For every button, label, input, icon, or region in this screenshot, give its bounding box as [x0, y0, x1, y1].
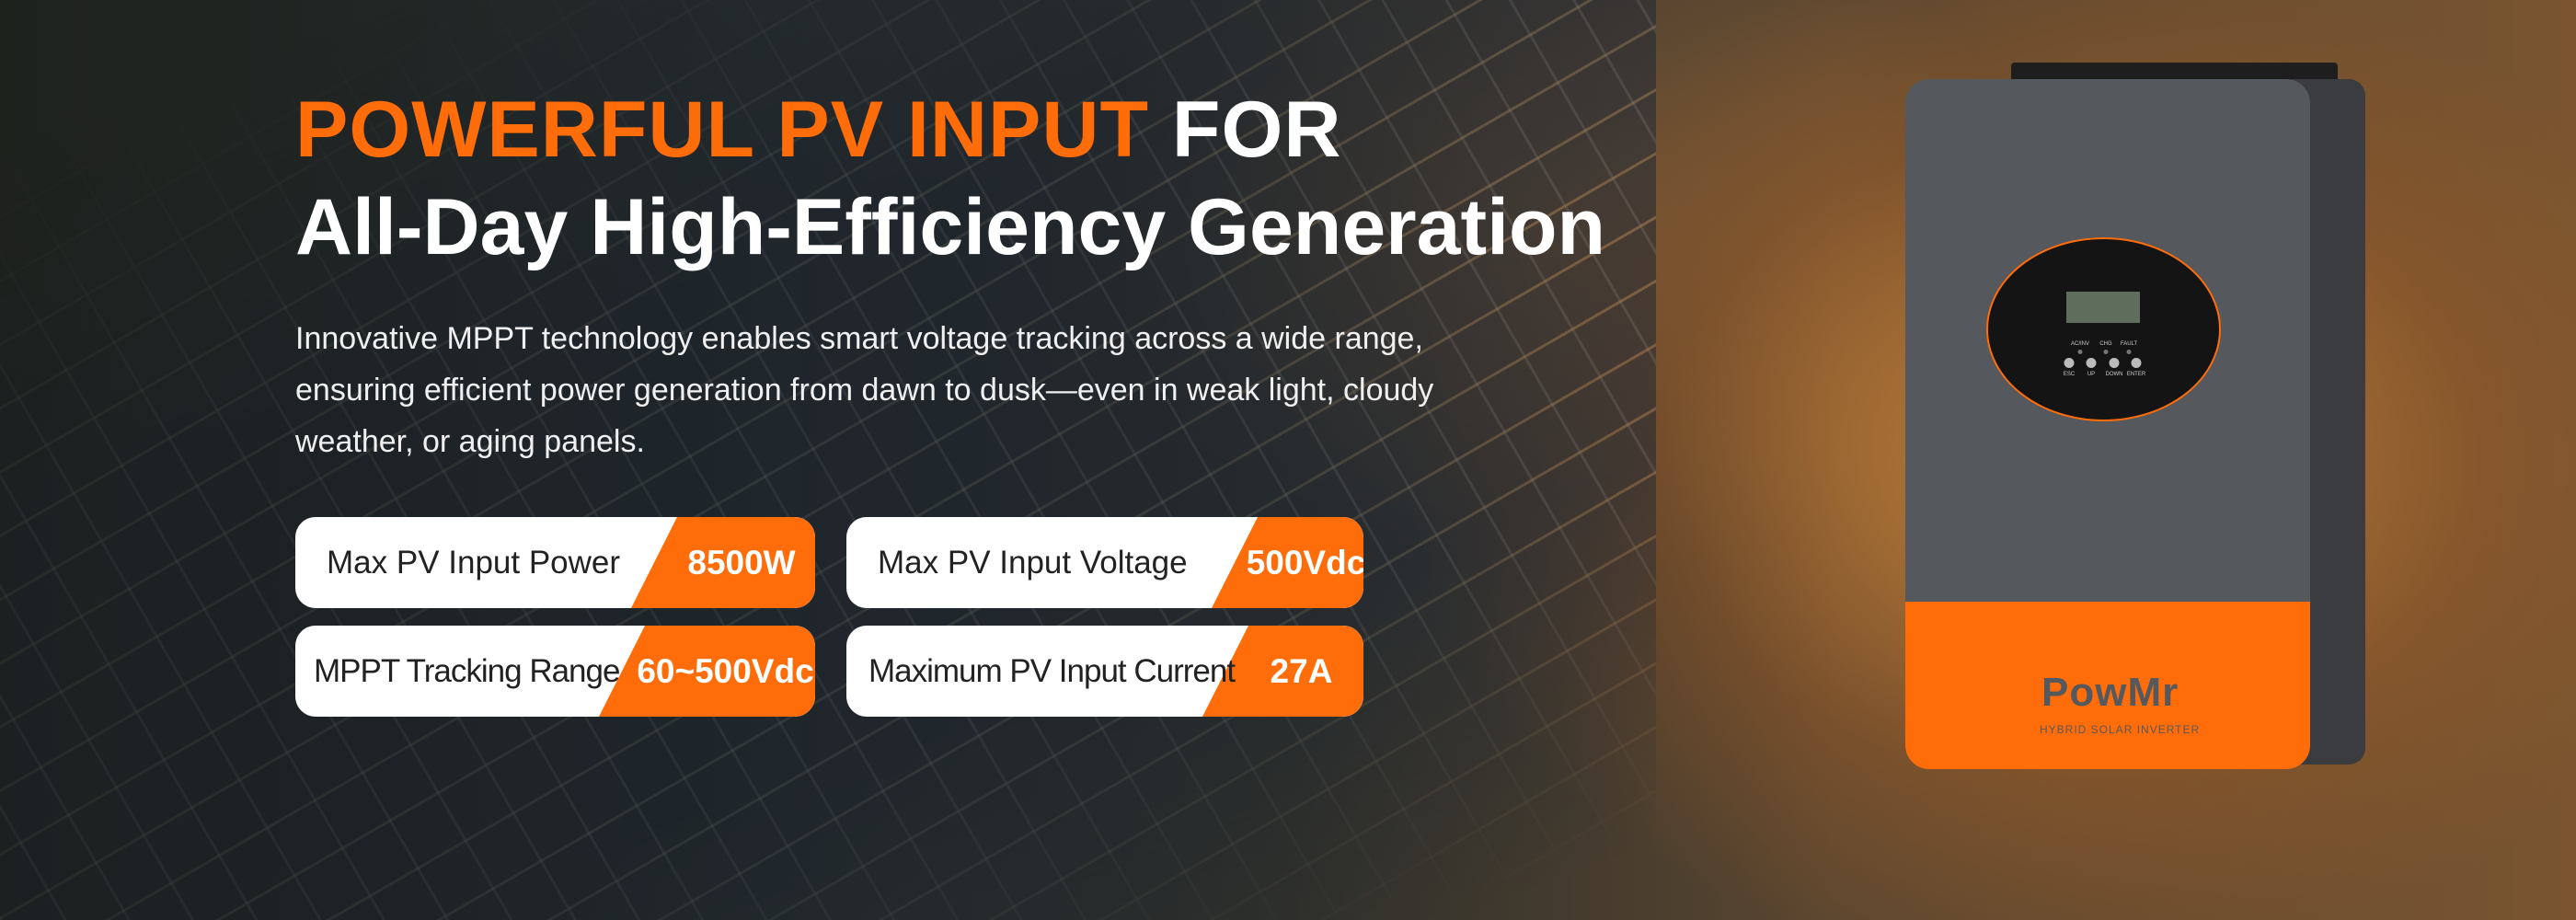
chg-led-icon — [2103, 350, 2109, 354]
down-button-icon — [2109, 358, 2120, 368]
headline-line1: POWERFUL PV INPUT FOR — [295, 85, 1341, 176]
up-button-icon — [2086, 358, 2097, 368]
brand-logo: PowMr — [2041, 670, 2179, 715]
esc-button-icon — [2064, 358, 2075, 368]
description: Innovative MPPT technology enables smart… — [295, 321, 1434, 459]
inverter-front: AC/INV CHG FAULT ESC UP DOWN ENTER PowMr… — [1905, 79, 2310, 769]
spec-card-max-pv-current: Maximum PV Input Current 27A — [846, 626, 1363, 717]
fault-led-icon — [2126, 350, 2132, 354]
brand-subtitle: HYBRID SOLAR INVERTER — [2040, 723, 2201, 736]
indicator-label-ac-inv: AC/INV — [2070, 341, 2090, 347]
inverter-orange-band: PowMr HYBRID SOLAR INVERTER — [1905, 602, 2310, 769]
control-panel: AC/INV CHG FAULT ESC UP DOWN ENTER — [1986, 237, 2221, 421]
spec-label: Maximum PV Input Current — [868, 652, 1236, 689]
headline-highlight: POWERFUL PV INPUT — [295, 86, 1150, 174]
spec-value: 500Vdc — [1212, 517, 1363, 608]
ac-inv-led-icon — [2077, 350, 2083, 354]
spec-label: Max PV Input Power — [327, 544, 621, 581]
esc-button-label: ESC — [2063, 372, 2076, 377]
background-shade — [0, 0, 1840, 920]
spec-label: MPPT Tracking Range — [314, 652, 620, 689]
headline-line2: All-Day High-Efficiency Generation — [295, 183, 1606, 271]
spec-value: 60~500Vdc — [599, 626, 815, 717]
down-button-label: DOWN — [2105, 372, 2123, 377]
spec-card-max-pv-power: Max PV Input Power 8500W — [295, 517, 815, 608]
enter-button-label: ENTER — [2126, 372, 2146, 377]
spec-card-mppt-range: MPPT Tracking Range 60~500Vdc — [295, 626, 815, 717]
lcd-screen — [2066, 292, 2140, 323]
spec-value: 8500W — [631, 517, 815, 608]
spec-label: Max PV Input Voltage — [878, 544, 1188, 581]
spec-card-max-pv-voltage: Max PV Input Voltage 500Vdc — [846, 517, 1363, 608]
indicator-label-chg: CHG — [2099, 341, 2112, 347]
inverter-product-image: AC/INV CHG FAULT ESC UP DOWN ENTER PowMr… — [1905, 63, 2365, 773]
indicator-label-fault: FAULT — [2120, 341, 2138, 347]
enter-button-icon — [2131, 358, 2142, 368]
headline-rest: FOR — [1149, 86, 1342, 174]
up-button-label: UP — [2087, 372, 2096, 377]
